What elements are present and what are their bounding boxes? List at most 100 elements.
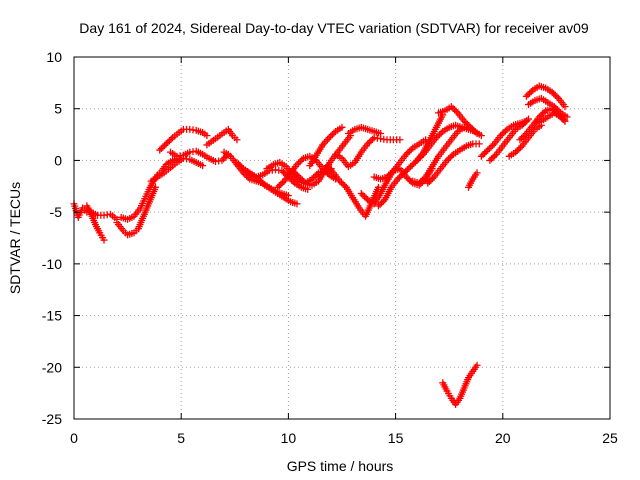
data-point	[376, 200, 384, 208]
data-point	[199, 162, 207, 170]
data-point	[525, 115, 533, 123]
data-point	[100, 236, 108, 244]
data-point	[336, 177, 344, 185]
data-point	[512, 148, 520, 156]
data-point	[473, 169, 481, 177]
plot-frame	[73, 56, 611, 420]
data-point	[379, 197, 387, 205]
data-point	[448, 152, 456, 160]
x-axis-title: GPS time / hours	[287, 458, 394, 474]
x-tick-label: 20	[495, 430, 511, 446]
data-point	[432, 134, 440, 142]
data-point	[258, 178, 266, 186]
data-point	[519, 133, 527, 141]
data-point	[501, 127, 509, 135]
data-point	[470, 126, 478, 134]
data-point	[289, 167, 297, 175]
data-point	[298, 176, 306, 184]
data-point	[339, 180, 347, 188]
y-tick-label: -5	[50, 204, 63, 220]
data-point	[404, 175, 412, 183]
data-point	[402, 173, 410, 181]
data-point	[526, 89, 534, 97]
data-point	[497, 132, 505, 140]
data-point	[487, 143, 495, 151]
data-point	[498, 130, 506, 138]
x-tick-label: 5	[177, 430, 185, 446]
data-point	[359, 191, 367, 199]
data-point	[513, 147, 521, 155]
y-axis-title: SDTVAR / TECUs	[7, 182, 23, 294]
data-point	[468, 125, 476, 133]
data-point	[233, 158, 241, 166]
y-tick-label: 10	[46, 49, 62, 65]
data-point	[479, 151, 487, 159]
data-point	[280, 168, 288, 176]
data-point	[552, 104, 560, 112]
data-point	[407, 163, 415, 171]
data-point	[238, 163, 246, 171]
data-point	[156, 146, 164, 154]
data-point	[418, 176, 426, 184]
data-point	[553, 106, 561, 114]
data-point	[310, 173, 318, 181]
data-point	[467, 123, 475, 131]
data-point	[486, 156, 494, 164]
data-point	[341, 182, 349, 190]
chart-title: Day 161 of 2024, Sidereal Day-to-day VTE…	[79, 20, 589, 36]
data-point	[325, 134, 333, 142]
data-point	[365, 138, 373, 146]
data-point	[295, 173, 303, 181]
data-point	[233, 136, 241, 144]
data-point	[500, 129, 508, 137]
data-point	[364, 140, 372, 148]
data-point	[161, 141, 169, 149]
data-point	[550, 103, 558, 111]
data-point	[522, 92, 530, 100]
data-point	[203, 132, 211, 140]
data-point	[164, 138, 172, 146]
x-tick-label: 25	[602, 430, 618, 446]
data-points-layer	[70, 82, 571, 409]
data-point	[485, 145, 493, 153]
data-point	[278, 167, 286, 175]
data-point	[374, 202, 382, 210]
data-point	[298, 156, 306, 164]
data-point	[402, 150, 410, 158]
data-point	[361, 193, 369, 201]
data-point	[437, 129, 445, 137]
data-point	[338, 123, 346, 131]
data-point	[548, 88, 556, 96]
data-point	[413, 156, 421, 164]
data-point	[297, 175, 305, 183]
data-point	[406, 147, 414, 155]
data-point	[254, 175, 262, 183]
data-point	[328, 131, 336, 139]
data-point	[550, 90, 558, 98]
y-tick-label: 0	[54, 152, 62, 168]
data-point	[465, 122, 473, 130]
data-point	[362, 194, 370, 202]
data-point	[516, 144, 524, 151]
data-point	[481, 149, 489, 157]
data-point	[165, 137, 173, 145]
x-tick-label: 15	[388, 430, 404, 446]
data-point	[523, 117, 531, 125]
data-point	[406, 176, 414, 184]
data-point	[515, 145, 523, 153]
data-point	[489, 141, 497, 149]
data-point	[330, 129, 338, 137]
data-point	[410, 160, 418, 168]
data-point	[484, 146, 492, 154]
data-point	[259, 180, 267, 188]
data-point	[489, 153, 497, 161]
data-point	[415, 155, 423, 163]
data-point	[367, 137, 375, 145]
data-point	[411, 158, 419, 166]
data-point	[451, 106, 459, 114]
data-point	[275, 182, 283, 190]
data-point	[460, 117, 468, 125]
data-point	[520, 120, 528, 128]
data-point	[369, 135, 377, 143]
